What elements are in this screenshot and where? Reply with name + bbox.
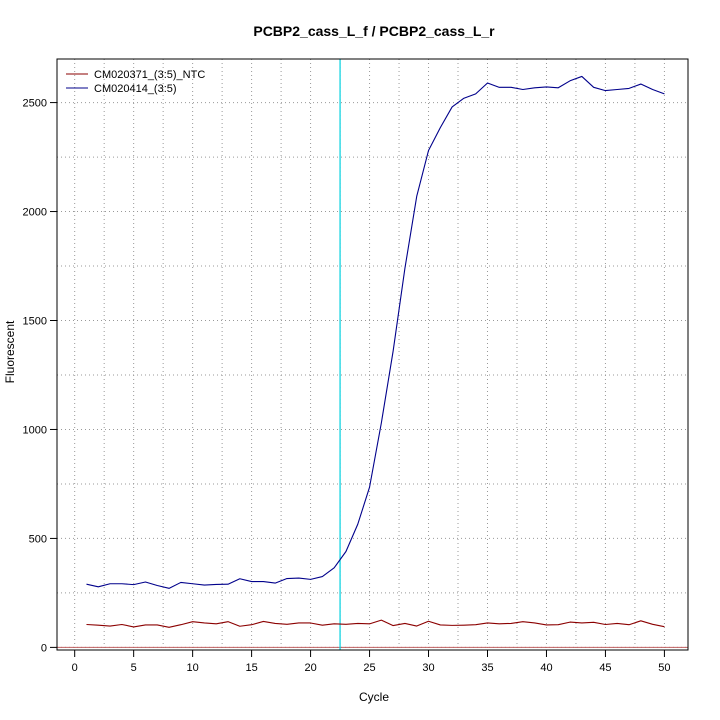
x-tick-label: 10: [187, 662, 199, 674]
x-tick-label: 50: [658, 662, 670, 674]
x-tick-label: 15: [245, 662, 257, 674]
y-tick-label: 1000: [23, 424, 47, 436]
y-tick-label: 500: [29, 533, 47, 545]
legend: CM020371_(3:5)_NTC CM020414_(3:5): [66, 69, 205, 95]
y-tick-label: 2000: [23, 207, 47, 219]
chart-title: PCBP2_cass_L_f / PCBP2_cass_L_r: [253, 23, 495, 39]
x-axis-label: Cycle: [359, 690, 389, 704]
x-tick-label: 45: [599, 662, 611, 674]
x-tick-label: 25: [363, 662, 375, 674]
x-tick-label: 35: [481, 662, 493, 674]
y-tick-label: 2500: [23, 98, 47, 110]
reference-lines: [57, 59, 688, 650]
y-tick-label: 0: [41, 642, 47, 654]
y-axis-label: Fluorescent: [3, 320, 17, 383]
legend-label-1: CM020371_(3:5)_NTC: [94, 69, 205, 81]
series-line-2: [86, 75, 665, 589]
x-tick-label: 20: [304, 662, 316, 674]
grid: [57, 59, 688, 650]
series-layer: [86, 75, 665, 628]
series-line-1: [86, 619, 665, 628]
x-tick-label: 5: [131, 662, 137, 674]
x-tick-label: 0: [72, 662, 78, 674]
plot-frame: [56, 58, 689, 651]
y-tick-label: 1500: [23, 316, 47, 328]
x-tick-label: 30: [422, 662, 434, 674]
legend-label-2: CM020414_(3:5): [94, 83, 177, 95]
x-tick-label: 40: [540, 662, 552, 674]
